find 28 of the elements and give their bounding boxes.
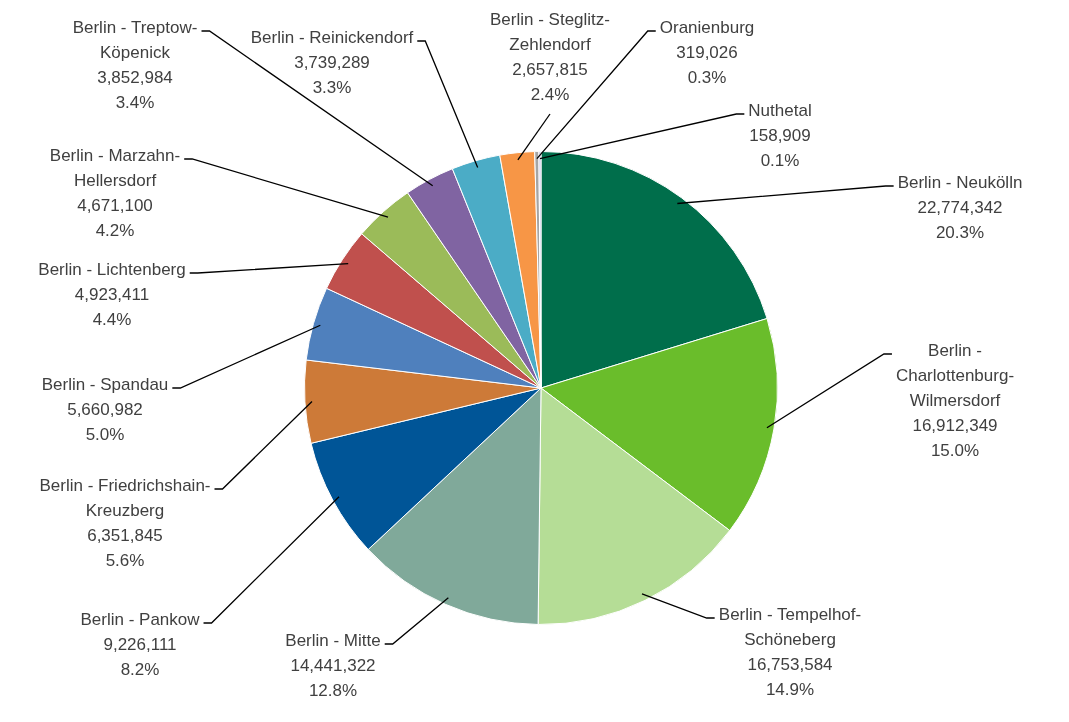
- slice-label: Nuthetal: [748, 101, 812, 121]
- data-label: 4,923,411 4.4%: [74, 285, 150, 330]
- data-label: 3,852,984 3.4%: [97, 68, 173, 113]
- slice-label: Berlin - Spandau: [41, 375, 169, 395]
- slice-label: Berlin - Friedrichshain-Kreuzberg: [39, 476, 211, 521]
- data-label: 158,909 0.1%: [749, 126, 811, 171]
- slice-label: Berlin - Lichtenberg: [38, 260, 186, 280]
- data-label: 3,739,289 3.3%: [294, 53, 370, 98]
- slice-label: Berlin - Treptow-Köpenick: [72, 18, 198, 63]
- data-label: 4,671,100 4.2%: [77, 196, 153, 241]
- data-label: 14,441,322 12.8%: [290, 656, 376, 701]
- slice-label: Berlin - Steglitz-Zehlendorf: [490, 10, 610, 55]
- slice-label: Oranienburg: [659, 18, 755, 38]
- data-label: 319,026 0.3%: [676, 43, 738, 88]
- data-label: 9,226,111 8.2%: [103, 635, 177, 680]
- data-label: 5,660,982 5.0%: [67, 400, 143, 445]
- slice-label: Berlin - Charlottenburg-Wilmersdorf: [895, 341, 1015, 411]
- data-label: 16,753,584 14.9%: [747, 655, 833, 700]
- slice-label: Berlin - Marzahn-Hellersdorf: [49, 146, 181, 191]
- data-label: 2,657,815 2.4%: [512, 60, 588, 105]
- data-label: 6,351,845 5.6%: [87, 526, 163, 571]
- slice-label: Berlin - Pankow: [80, 610, 201, 630]
- slice-label: Berlin - Mitte: [285, 631, 381, 651]
- slice-label: Berlin - Neukölln: [897, 173, 1023, 193]
- data-label: 22,774,342 20.3%: [917, 198, 1003, 243]
- slice-label: Berlin - Tempelhof-Schöneberg: [718, 605, 862, 650]
- slice-label: Berlin - Reinickendorf: [250, 28, 414, 48]
- data-label: 16,912,349 15.0%: [912, 416, 998, 461]
